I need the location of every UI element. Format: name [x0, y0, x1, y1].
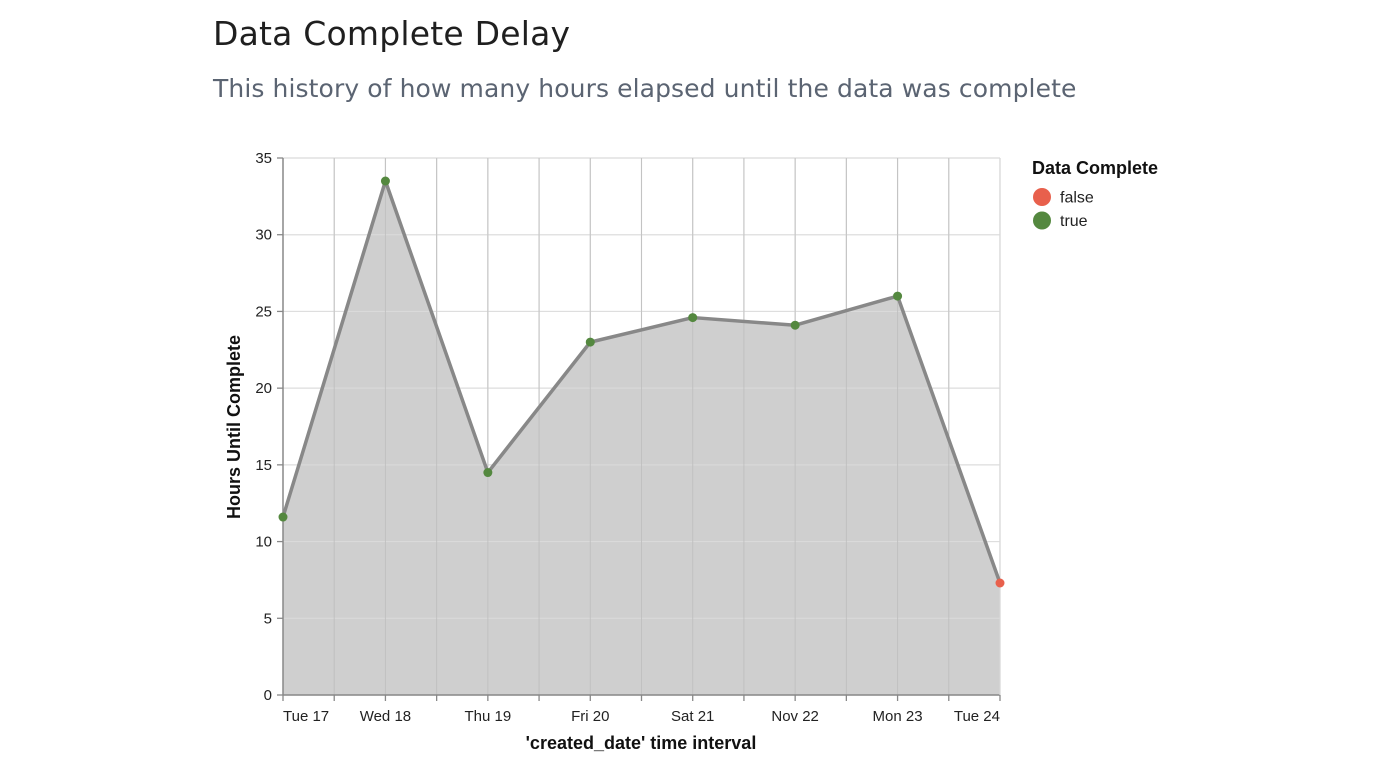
- data-point[interactable]: [380, 176, 390, 186]
- data-point[interactable]: [585, 337, 595, 347]
- y-tick-label: 25: [255, 303, 272, 320]
- x-axis-ticks: Tue 17 Wed 18 Thu 19 Fri 20 Sat 21 Nov 22 Mon …: [282, 695, 1001, 725]
- data-point[interactable]: [278, 512, 288, 522]
- x-tick-label: Wed 18: [360, 708, 411, 725]
- x-tick-label: Fri 20: [571, 708, 609, 725]
- y-axis-ticks: 0 5 10 15 20 25 30 35: [255, 150, 283, 704]
- y-tick-label: 0: [264, 687, 272, 704]
- x-tick-label: Sat 21: [671, 708, 714, 725]
- y-tick-label: 20: [255, 380, 272, 397]
- data-point[interactable]: [893, 291, 903, 301]
- y-tick-label: 30: [255, 227, 272, 244]
- x-axis-title: 'created_date' time interval: [526, 733, 757, 753]
- area-layer: [283, 157, 1001, 696]
- data-point[interactable]: [688, 313, 698, 323]
- legend-title: Data Complete: [1032, 158, 1158, 178]
- x-tick-label: Mon 23: [873, 708, 923, 725]
- data-point[interactable]: [790, 320, 800, 330]
- legend-swatch-false: [1033, 188, 1051, 206]
- data-point[interactable]: [483, 468, 493, 478]
- x-tick-label: Thu 19: [465, 708, 512, 725]
- line-layer: [281, 179, 1002, 584]
- points-layer: [278, 176, 1005, 588]
- y-tick-label: 10: [255, 534, 272, 551]
- y-axis-title: Hours Until Complete: [224, 335, 244, 519]
- data-point[interactable]: [995, 578, 1005, 588]
- legend: Data Complete false true: [1032, 158, 1158, 230]
- legend-swatch-true: [1033, 211, 1051, 230]
- x-tick-label: Tue 17: [283, 708, 329, 725]
- legend-label-false: false: [1060, 190, 1094, 207]
- series-line: [281, 179, 1002, 584]
- legend-label-true: true: [1060, 213, 1088, 230]
- page-subtitle: This history of how many hours elapsed u…: [213, 74, 1077, 103]
- x-tick-label: Nov 22: [771, 708, 819, 725]
- x-tick-label: Tue 24: [954, 708, 1000, 725]
- y-tick-label: 15: [255, 457, 272, 474]
- y-tick-label: 35: [255, 150, 272, 167]
- y-tick-label: 5: [264, 610, 272, 627]
- page-title: Data Complete Delay: [213, 14, 571, 53]
